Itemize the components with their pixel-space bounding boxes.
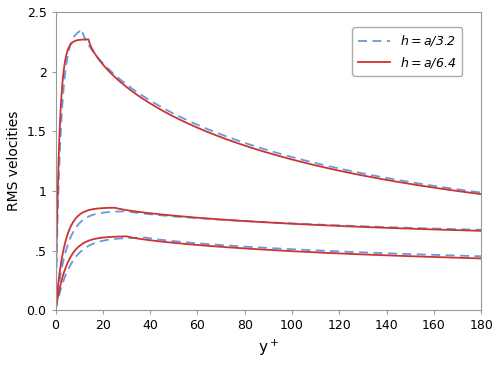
$h=a$/3.2 <box>478 191 484 195</box>
$h=a$/6.4 <box>234 141 240 145</box>
$h=a$/3.2 <box>78 27 84 32</box>
$h=a$/3.2 <box>234 138 240 143</box>
$h=a$/3.2 <box>126 84 132 89</box>
$h=a$/3.2 <box>470 189 476 194</box>
$h=a$/3.2 <box>101 62 107 67</box>
$h=a$/6.4 <box>470 191 476 195</box>
$h=a$/6.4 <box>216 134 222 139</box>
Legend: $h=a$/3.2, $h=a$/6.4: $h=a$/3.2, $h=a$/6.4 <box>352 27 462 76</box>
$h=a$/3.2 <box>52 308 59 312</box>
$h=a$/6.4 <box>424 184 430 189</box>
Line: $h=a$/6.4: $h=a$/6.4 <box>56 39 481 310</box>
X-axis label: y$^+$: y$^+$ <box>258 338 279 358</box>
$h=a$/3.2 <box>424 182 430 187</box>
Line: $h=a$/3.2: $h=a$/3.2 <box>56 30 481 310</box>
$h=a$/6.4 <box>126 87 132 92</box>
$h=a$/6.4 <box>101 64 107 68</box>
$h=a$/6.4 <box>52 308 59 312</box>
$h=a$/6.4 <box>86 37 91 42</box>
$h=a$/3.2 <box>216 131 222 136</box>
Y-axis label: RMS velocities: RMS velocities <box>7 111 21 211</box>
$h=a$/6.4 <box>478 192 484 196</box>
